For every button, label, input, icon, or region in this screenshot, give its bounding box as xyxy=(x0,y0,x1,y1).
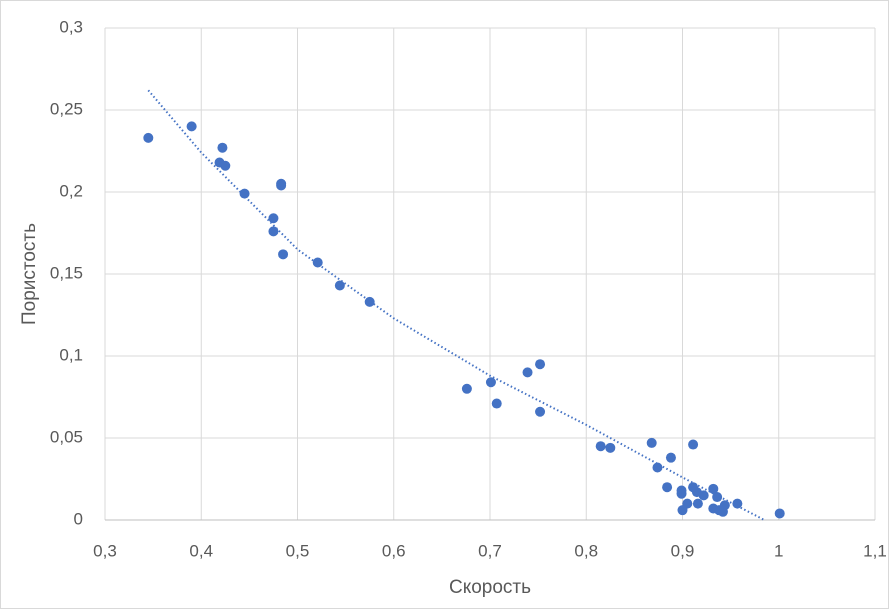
point xyxy=(712,492,723,503)
point xyxy=(268,226,279,237)
x-tick-label: 0,5 xyxy=(286,541,310,560)
point xyxy=(461,383,472,394)
point xyxy=(535,359,546,370)
x-tick-label: 0,3 xyxy=(93,541,117,560)
y-tick-label: 0,3 xyxy=(59,17,83,36)
y-tick-label: 0,2 xyxy=(59,181,83,200)
y-tick-label: 0,15 xyxy=(50,263,83,282)
y-tick-label: 0,25 xyxy=(50,99,83,118)
point xyxy=(732,498,743,509)
point xyxy=(278,249,289,260)
point xyxy=(220,160,231,171)
y-tick-label: 0 xyxy=(74,509,83,528)
point xyxy=(522,367,533,378)
point xyxy=(268,213,279,224)
point xyxy=(688,439,699,450)
point xyxy=(312,257,323,268)
point xyxy=(692,498,703,509)
point xyxy=(485,377,496,388)
point xyxy=(186,121,197,132)
point xyxy=(714,505,725,516)
point xyxy=(676,488,687,499)
trendline xyxy=(147,89,765,521)
point xyxy=(677,505,688,516)
point xyxy=(239,188,250,199)
point xyxy=(217,142,228,153)
point xyxy=(708,483,719,494)
point xyxy=(491,398,502,409)
x-tick-label: 1,1 xyxy=(863,541,887,560)
x-tick-label: 0,8 xyxy=(574,541,598,560)
point xyxy=(334,280,345,291)
point xyxy=(143,132,154,143)
point xyxy=(605,442,616,453)
point xyxy=(535,406,546,417)
point xyxy=(364,296,375,307)
x-tick-label: 0,6 xyxy=(382,541,406,560)
point xyxy=(652,462,663,473)
y-axis-label: Пористость xyxy=(19,223,40,325)
point xyxy=(646,437,657,448)
point xyxy=(662,482,673,493)
point xyxy=(595,441,606,452)
point xyxy=(665,452,676,463)
x-tick-label: 1 xyxy=(774,541,783,560)
point xyxy=(774,508,785,519)
point xyxy=(276,180,287,191)
y-tick-label: 0,1 xyxy=(59,345,83,364)
y-tick-label: 0,05 xyxy=(50,427,83,446)
x-tick-label: 0,4 xyxy=(189,541,213,560)
x-tick-label: 0,7 xyxy=(478,541,502,560)
point xyxy=(698,490,709,501)
x-tick-label: 0,9 xyxy=(671,541,695,560)
x-axis-label: Скорость xyxy=(449,577,531,598)
